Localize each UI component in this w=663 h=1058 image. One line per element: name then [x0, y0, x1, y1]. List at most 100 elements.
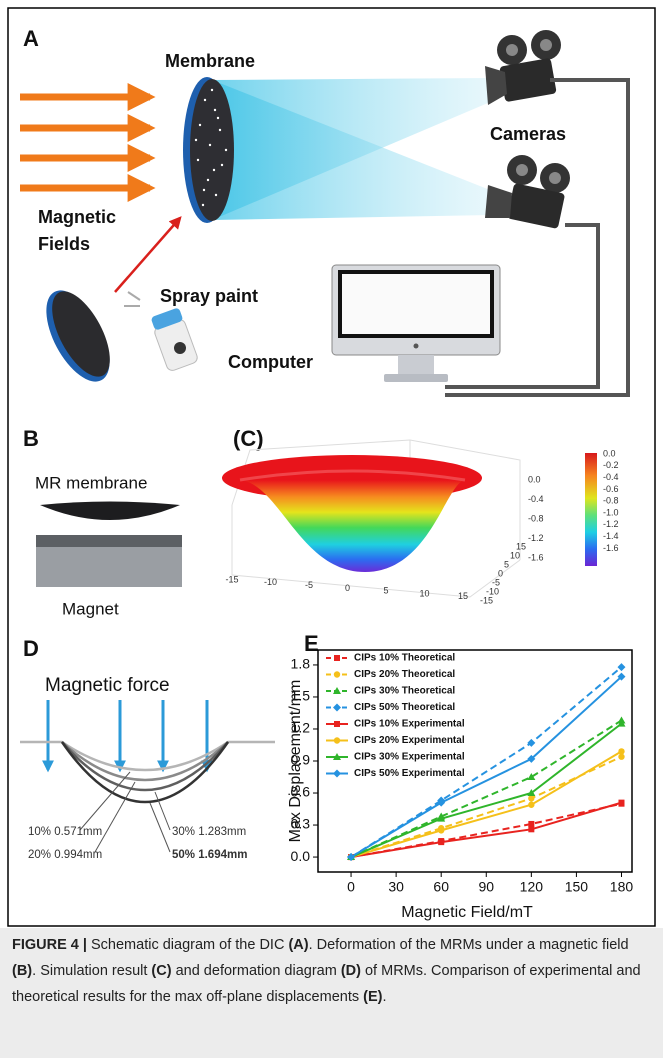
panel-label: E: [304, 631, 319, 656]
x-tick-label: 30: [388, 879, 404, 895]
series-line: [351, 803, 621, 857]
x-tick-label: 0: [347, 879, 355, 895]
caption-text: . Simulation result: [32, 963, 151, 979]
marker: [528, 802, 534, 808]
annotation: 20% 0.994mm: [28, 849, 102, 861]
colorbar-tick: -0.8: [603, 496, 619, 506]
x-tick: -5: [305, 580, 313, 590]
camera: [485, 30, 561, 105]
z-tick: 0.0: [528, 474, 541, 484]
x-tick: -15: [225, 574, 238, 584]
panel-c: (C) 0.0 -0.2 -0.4 -0.6 -0.8-1.0 -1.2 -1.4 -1.6 0…: [222, 426, 619, 606]
caption-text: (C): [151, 963, 171, 979]
marker: [334, 655, 340, 661]
label: Fields: [38, 234, 90, 254]
caption-text: (A): [288, 937, 308, 953]
marker: [528, 795, 534, 801]
x-tick: 0: [345, 583, 350, 593]
marker: [333, 704, 341, 712]
y-tick-label: 1.5: [291, 688, 311, 704]
y-tick-label: 0.9: [291, 752, 311, 768]
caption-text: (B): [12, 963, 32, 979]
page: {"panel_a": {"label": "A", "membrane": "…: [0, 0, 663, 1058]
y-tick: 10: [510, 550, 520, 560]
x-tick-label: 180: [610, 879, 634, 895]
colorbar-tick: -1.4: [603, 531, 619, 541]
colorbar-tick: 0.0: [603, 448, 616, 458]
series-line: [351, 804, 621, 857]
magnet-top: [36, 535, 182, 547]
camera: [485, 155, 570, 229]
label: Cameras: [490, 124, 566, 144]
panel-label: A: [23, 26, 39, 51]
panel-label: D: [23, 636, 39, 661]
label: MR membrane: [35, 473, 147, 492]
x-tick-label: 120: [520, 879, 544, 895]
panel-b: B MR membrane Magnet: [23, 426, 182, 619]
legend-label: CIPs 30% Theoretical: [354, 686, 455, 697]
colorbar-tick: -1.2: [603, 519, 619, 529]
z-tick: -1.6: [528, 552, 544, 562]
y-tick-label: 1.8: [291, 656, 311, 672]
x-axis-label: Magnetic Field/mT: [401, 904, 533, 921]
y-tick-label: 0.6: [291, 784, 311, 800]
x-tick: 5: [383, 586, 388, 596]
colorbar-tick: -0.6: [603, 484, 619, 494]
x-tick-label: 60: [433, 879, 449, 895]
marker: [618, 748, 624, 754]
colorbar-tick: -0.4: [603, 472, 619, 482]
caption-text: .: [382, 989, 386, 1005]
y-tick-label: 0.3: [291, 816, 311, 832]
label: Computer: [228, 352, 313, 372]
caption-text: (E): [363, 989, 382, 1005]
membrane: [190, 79, 234, 221]
caption-text: (D): [341, 963, 361, 979]
panel-e: E Magnetic Field/mT Max Displacement/mm …: [287, 631, 633, 921]
legend-label: CIPs 50% Experimental: [354, 768, 465, 779]
x-tick-label: 150: [565, 879, 589, 895]
legend-label: CIPs 10% Theoretical: [354, 653, 455, 664]
marker: [438, 839, 444, 845]
label: Magnetic: [38, 207, 116, 227]
y-tick: 0: [498, 568, 503, 578]
marker: [334, 737, 340, 743]
y-tick: -5: [492, 577, 500, 587]
leader-lines: [80, 772, 170, 852]
marker: [334, 671, 340, 677]
mr-membrane: [40, 502, 180, 521]
panel-d: D Magnetic force 10% 0.571mm 20% 0.994mm…: [20, 636, 275, 861]
y-tick: 5: [504, 559, 509, 569]
panel-label: (C): [233, 426, 264, 451]
marker: [527, 773, 535, 780]
caption-text: . Deformation of the MRMs under a magnet…: [309, 937, 629, 953]
caption-text: and deformation diagram: [172, 963, 341, 979]
label: Magnet: [62, 599, 119, 618]
colorbar-tick: -1.0: [603, 507, 619, 517]
y-tick-label: 0.0: [291, 848, 311, 864]
figure: A Membrane Cameras: [0, 0, 663, 928]
marker: [617, 663, 625, 671]
caption-text: Schematic diagram of the DIC: [91, 937, 288, 953]
y-tick: -15: [480, 595, 493, 605]
x-tick: 10: [419, 588, 429, 598]
panel-a: A Membrane Cameras: [20, 26, 628, 395]
label: Magnetic force: [45, 675, 170, 696]
marker: [528, 821, 534, 827]
x-tick: -10: [264, 577, 277, 587]
surface: [240, 480, 465, 572]
marker: [333, 770, 341, 778]
y-tick-label: 1.2: [291, 720, 311, 736]
marker: [528, 826, 534, 832]
legend-label: CIPs 20% Experimental: [354, 735, 465, 746]
label: Membrane: [165, 51, 255, 71]
label: Spray paint: [160, 286, 258, 306]
z-tick: -0.4: [528, 494, 544, 504]
z-tick: -1.2: [528, 533, 544, 543]
colorbar-tick: -1.6: [603, 543, 619, 553]
legend-label: CIPs 50% Theoretical: [354, 702, 455, 713]
marker: [618, 800, 624, 806]
colorbar-tick: -0.2: [603, 460, 619, 470]
arrow: [115, 218, 180, 292]
deformation-curves: [20, 742, 275, 802]
legend-label: CIPs 30% Experimental: [354, 752, 465, 763]
